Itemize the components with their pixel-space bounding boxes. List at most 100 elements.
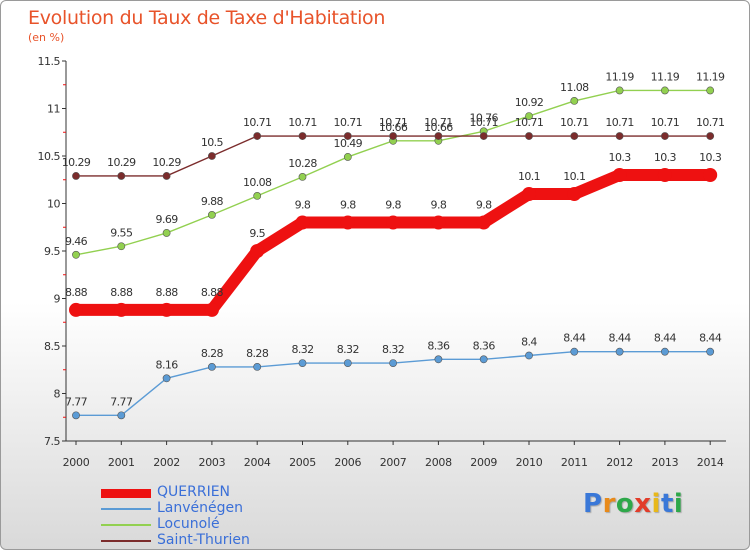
y-tick-label: 11.5 [38, 55, 61, 68]
data-label: 10.71 [243, 116, 272, 129]
logo-letter: i [673, 489, 684, 519]
x-tick-label: 2001 [108, 456, 135, 469]
data-point-saint-thurien [570, 132, 579, 140]
data-label: 10.71 [560, 116, 589, 129]
proxiti-logo: Proxiti [583, 489, 683, 519]
data-point-querrien [295, 215, 310, 230]
data-point-lanvenegen [525, 351, 533, 360]
data-point-querrien [567, 187, 582, 201]
data-label: 10.66 [379, 121, 408, 134]
y-tick-label: 8 [54, 388, 61, 401]
data-label: 10.3 [609, 151, 632, 164]
logo-letter: i [651, 489, 661, 519]
data-point-locunole [207, 210, 216, 219]
chart-title: Evolution du Taux de Taxe d'Habitation [28, 7, 386, 29]
x-tick-label: 2003 [199, 456, 226, 469]
x-tick-label: 2004 [244, 456, 271, 469]
data-point-lanvenegen [570, 347, 579, 356]
data-point-locunole [525, 112, 533, 120]
legend-label: Lanvénégen [157, 500, 244, 516]
x-tick-label: 2005 [289, 456, 316, 469]
data-point-querrien [204, 302, 219, 317]
data-point-querrien [386, 215, 401, 230]
data-label: 9.88 [201, 195, 224, 208]
data-point-querrien [340, 215, 355, 230]
data-point-saint-thurien [117, 172, 126, 180]
data-point-saint-thurien [706, 132, 715, 140]
data-label: 10.28 [288, 157, 317, 170]
data-point-querrien [522, 187, 536, 201]
data-label: 9.8 [385, 199, 401, 212]
data-label: 10.3 [699, 151, 722, 164]
data-label: 9.8 [295, 199, 311, 212]
data-label: 8.88 [110, 286, 133, 299]
data-point-locunole [706, 86, 715, 95]
data-label: 10.29 [62, 156, 91, 169]
y-tick-label: 10 [47, 198, 60, 211]
data-label: 9.5 [249, 227, 265, 240]
legend-label: QUERRIEN [157, 484, 231, 500]
data-label: 10.71 [605, 116, 634, 129]
x-tick-label: 2009 [470, 456, 497, 469]
legend-swatch-lanvenegen [101, 508, 151, 510]
data-point-locunole [117, 242, 126, 251]
data-label: 8.44 [699, 332, 722, 345]
legend-item-querrien: QUERRIEN [101, 484, 361, 501]
x-tick-label: 2014 [697, 456, 724, 469]
x-tick-label: 2006 [334, 456, 361, 469]
y-tick-label: 9.5 [44, 245, 60, 258]
data-label: 10.71 [379, 116, 408, 129]
data-label: 8.28 [201, 347, 224, 360]
data-point-querrien [476, 215, 491, 230]
unit-label: (en %) [28, 31, 65, 44]
data-label: 8.44 [654, 332, 677, 345]
data-point-lanvenegen [207, 362, 216, 371]
data-label: 9.46 [65, 235, 88, 248]
data-label: 9.8 [340, 199, 356, 212]
data-label: 10.71 [469, 116, 498, 129]
data-label: 9.8 [476, 199, 492, 212]
data-point-querrien [250, 244, 265, 258]
data-label: 10.1 [563, 170, 585, 183]
data-point-lanvenegen [389, 359, 397, 367]
x-tick-label: 2010 [516, 456, 543, 469]
logo-letter: r [602, 489, 616, 519]
logo-letter: x [634, 489, 652, 519]
data-point-locunole [72, 250, 80, 259]
data-label: 9.69 [156, 213, 179, 226]
data-label: 8.88 [65, 286, 88, 299]
data-point-saint-thurien [479, 132, 488, 140]
data-label: 10.71 [424, 116, 453, 129]
logo-letter: P [583, 489, 603, 519]
data-point-saint-thurien [162, 172, 171, 180]
data-point-saint-thurien [253, 132, 262, 140]
data-label: 8.36 [473, 339, 496, 352]
legend-item-saint-thurien: Saint-Thurien [101, 532, 361, 549]
data-label: 11.19 [651, 70, 680, 83]
data-label: 7.77 [110, 395, 133, 408]
data-point-locunole [162, 229, 171, 237]
data-point-lanvenegen [72, 411, 80, 420]
data-point-locunole [615, 86, 624, 95]
data-label: 8.88 [156, 286, 179, 299]
data-label: 11.08 [560, 81, 589, 94]
data-label: 10.3 [654, 151, 677, 164]
data-point-lanvenegen [615, 347, 624, 356]
data-point-locunole [253, 191, 262, 200]
data-point-lanvenegen [661, 347, 669, 356]
y-tick-label: 9 [54, 293, 61, 306]
data-point-querrien [657, 168, 672, 182]
data-label: 8.36 [427, 339, 450, 352]
data-point-lanvenegen [479, 355, 488, 364]
data-label: 8.32 [337, 343, 359, 356]
x-tick-label: 2002 [153, 456, 180, 469]
data-point-saint-thurien [615, 132, 624, 140]
data-point-locunole [570, 97, 579, 105]
data-label: 8.4 [521, 336, 537, 349]
data-point-saint-thurien [298, 132, 307, 140]
data-label: 10.71 [696, 116, 725, 129]
data-point-saint-thurien [434, 132, 443, 140]
data-label: 10.29 [152, 156, 181, 169]
logo-letter: t [660, 489, 674, 519]
